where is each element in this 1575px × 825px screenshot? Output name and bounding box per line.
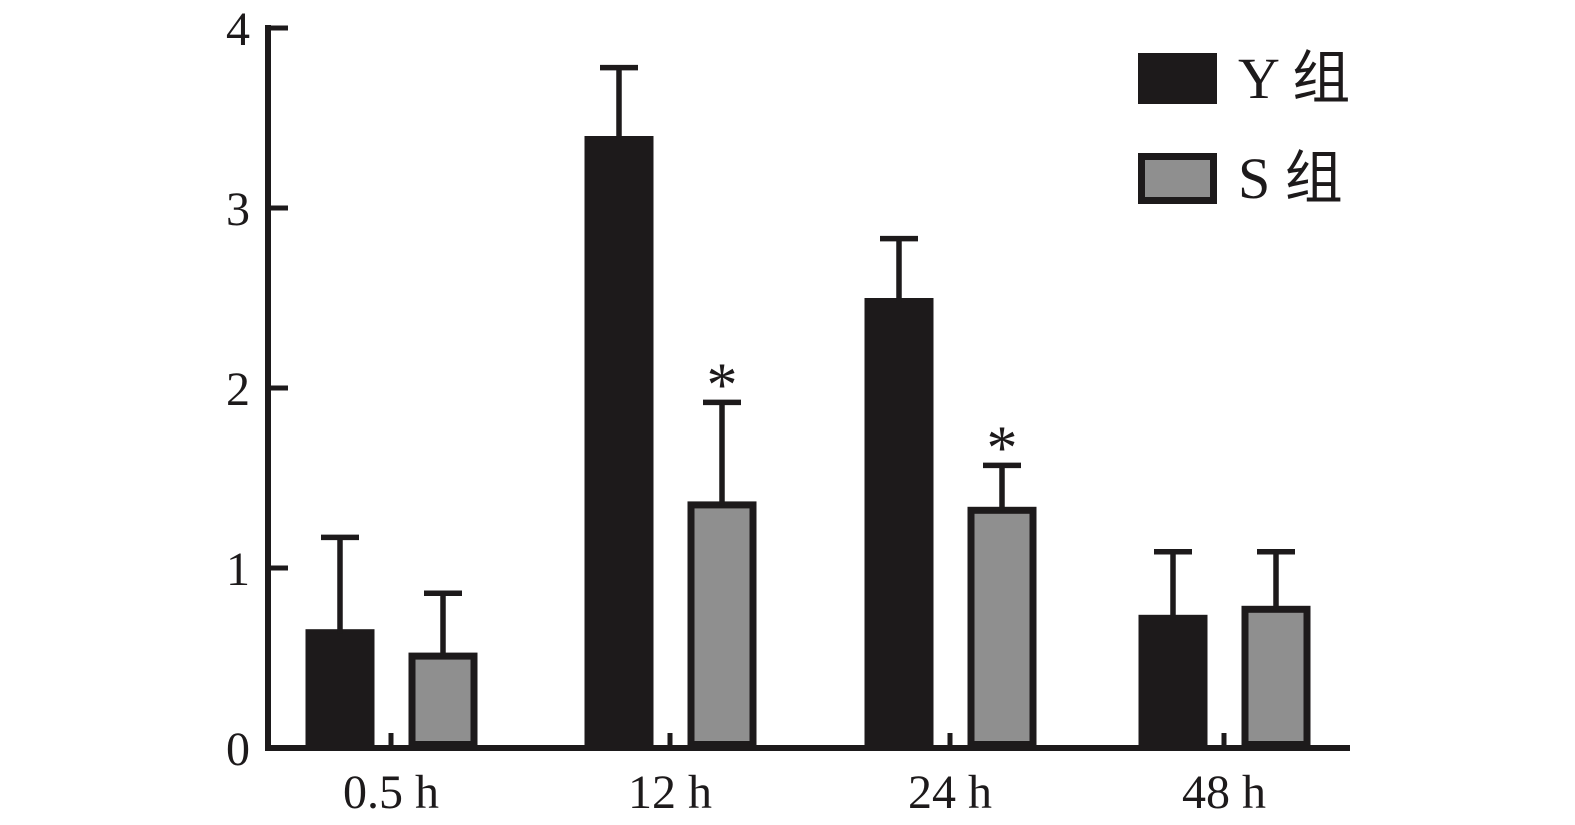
significance-asterisk-1: * bbox=[707, 351, 738, 419]
bar-y-group-0 bbox=[305, 629, 375, 748]
legend-item-s-group: S 组 bbox=[1138, 146, 1350, 211]
bar-y-group-3 bbox=[1138, 614, 1208, 748]
legend-label-s-group: S 组 bbox=[1238, 146, 1343, 211]
y-tick-label-2: 2 bbox=[226, 363, 250, 416]
x-axis-label-0: 0.5 h bbox=[343, 766, 439, 819]
bar-s-group-2 bbox=[967, 506, 1037, 748]
significance-asterisk-2: * bbox=[987, 414, 1018, 482]
y-tick-label-0: 0 bbox=[226, 723, 250, 776]
x-axis-label-1: 12 h bbox=[628, 766, 712, 819]
bar-s-group-3 bbox=[1241, 605, 1311, 748]
legend-swatch-s-icon bbox=[1138, 153, 1217, 204]
legend-label-y-group: Y 组 bbox=[1238, 46, 1351, 111]
y-tick-label-1: 1 bbox=[226, 543, 250, 596]
bar-y-group-1 bbox=[584, 136, 654, 748]
x-axis-label-2: 24 h bbox=[908, 766, 992, 819]
legend: Y 组 S 组 bbox=[1138, 46, 1351, 211]
y-tick-label-4: 4 bbox=[226, 3, 250, 56]
bar-y-group-2 bbox=[864, 298, 934, 748]
legend-swatch-y-icon bbox=[1138, 53, 1217, 104]
legend-item-y-group: Y 组 bbox=[1138, 46, 1351, 111]
x-axis-label-3: 48 h bbox=[1182, 766, 1266, 819]
bar-s-group-1 bbox=[687, 501, 757, 748]
y-tick-label-3: 3 bbox=[226, 183, 250, 236]
bar-s-group-0 bbox=[408, 652, 478, 748]
